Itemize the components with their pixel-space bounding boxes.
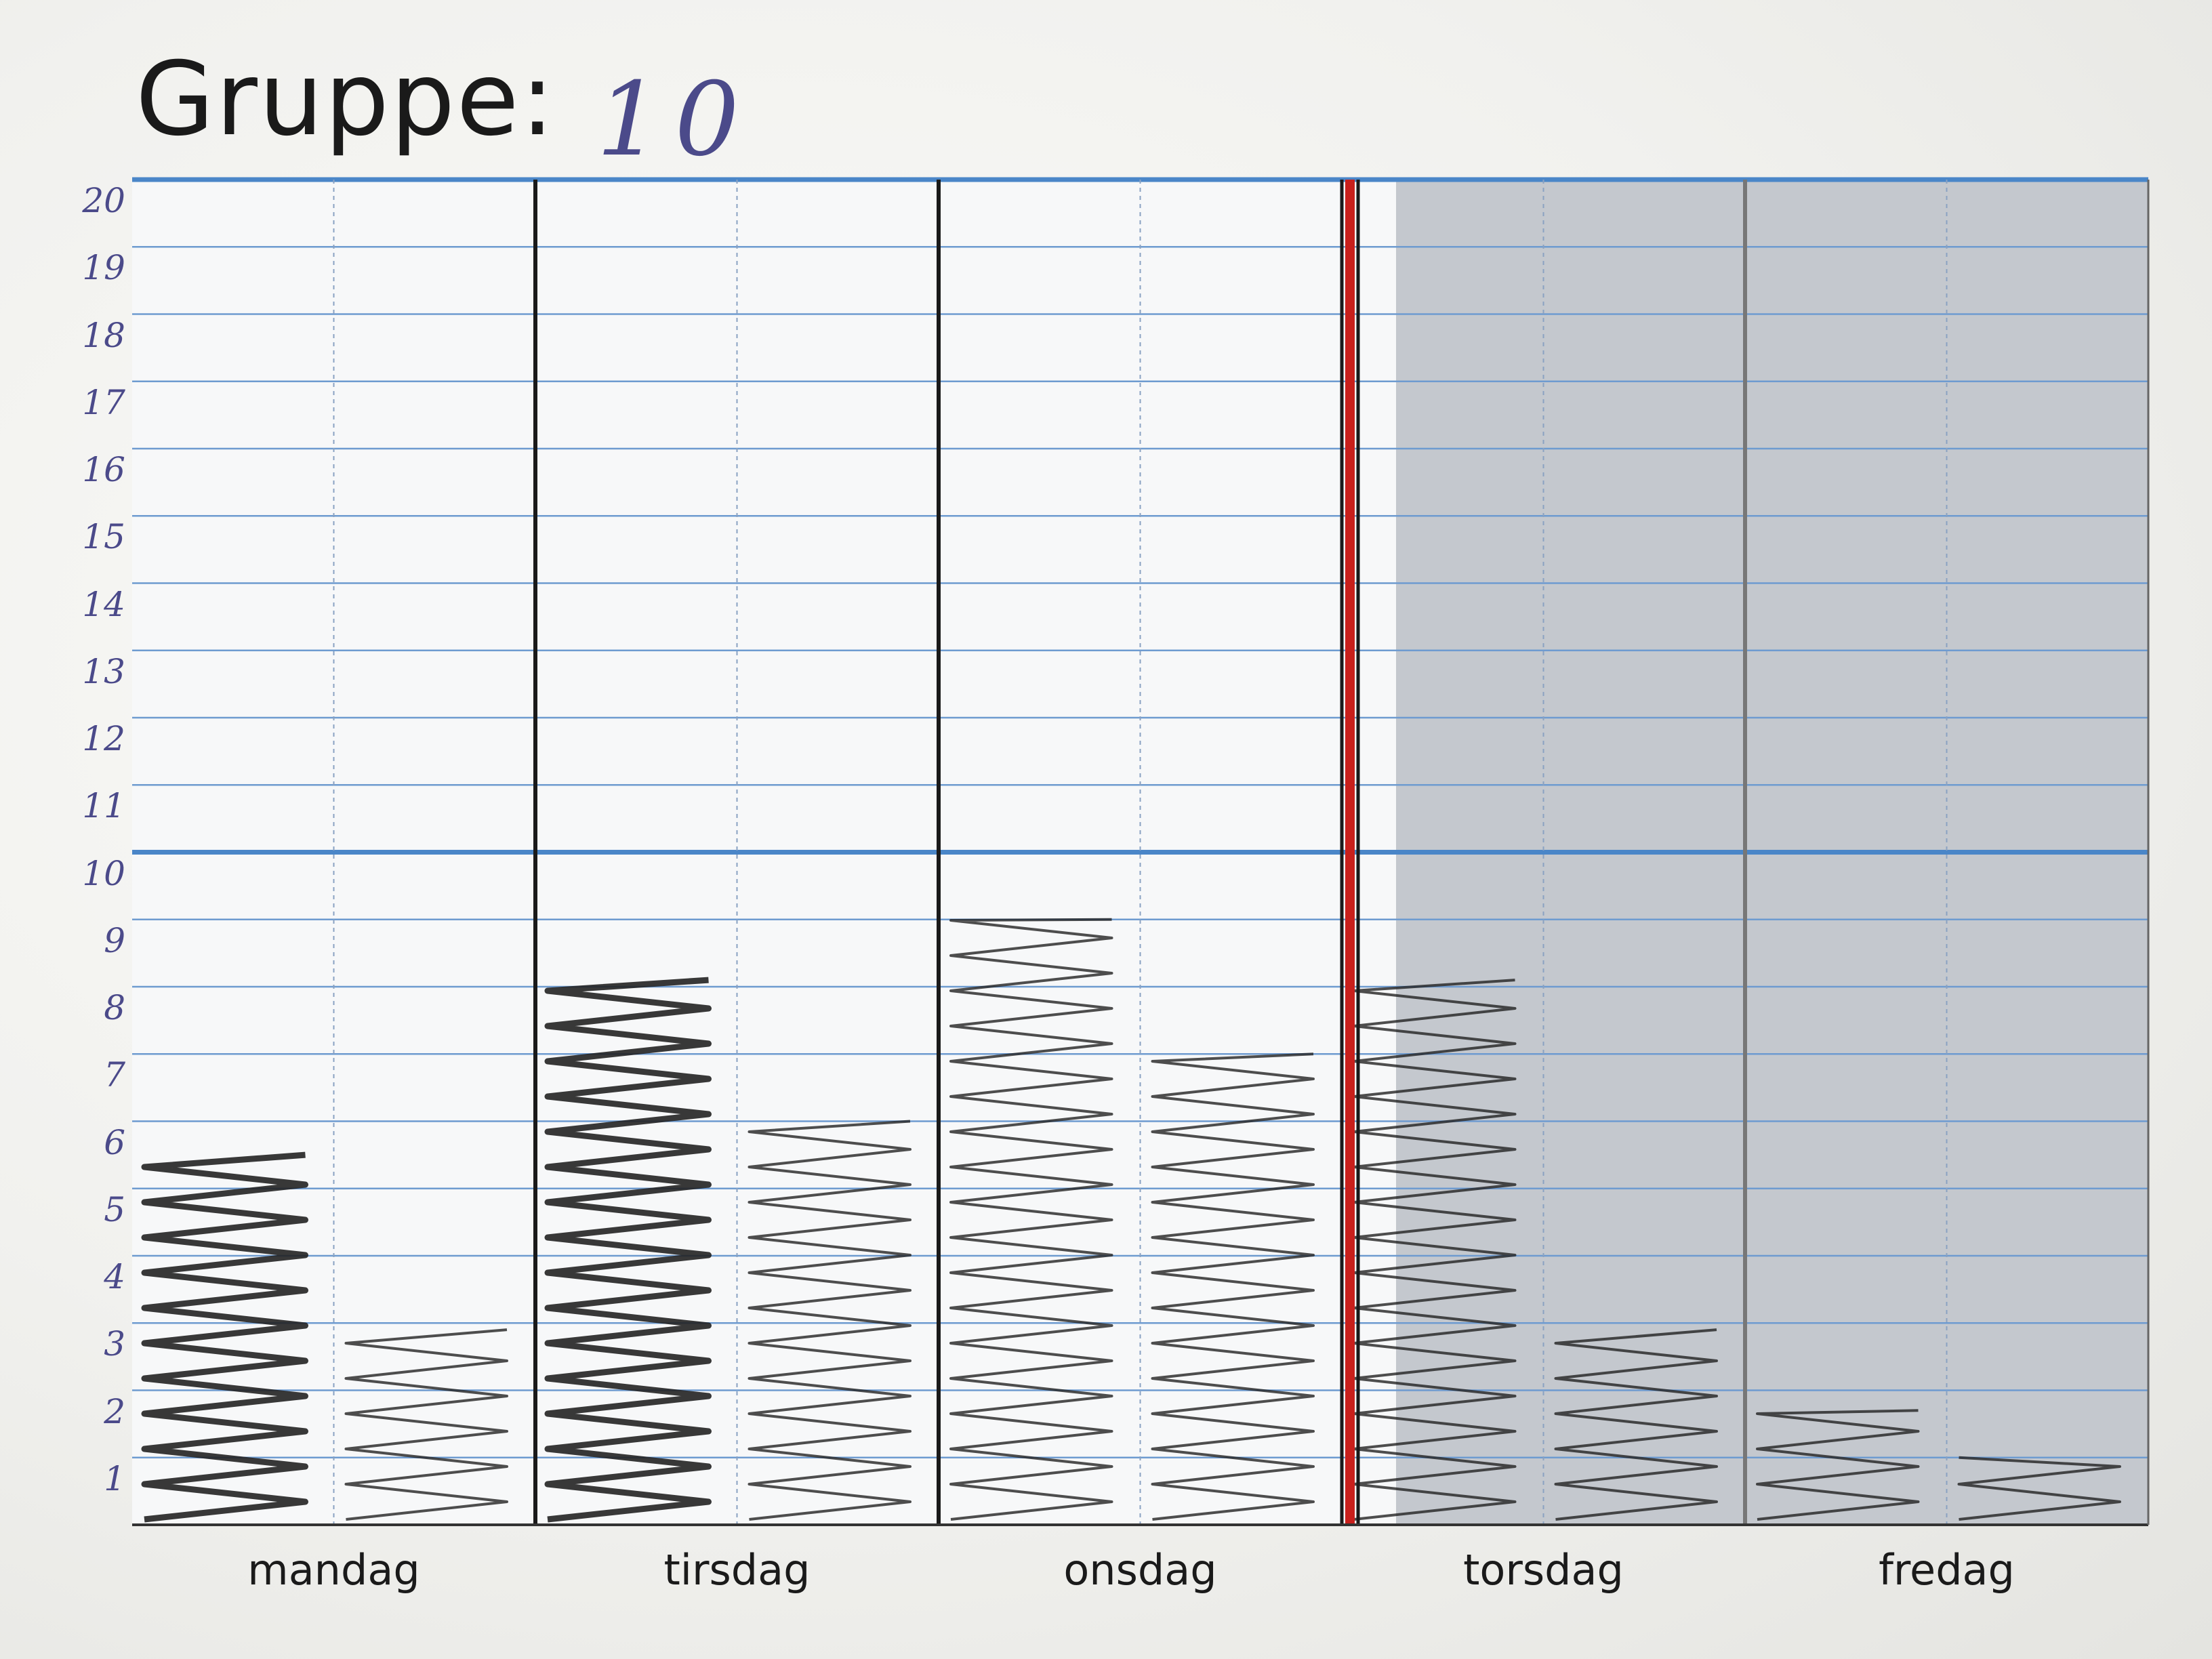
y-tick-label: 9	[104, 920, 125, 960]
bar-fredag-col1	[1756, 1409, 1920, 1521]
day-label-mandag: mandag	[247, 1545, 420, 1595]
bar-tirsdag-col1	[544, 977, 712, 1523]
y-tick-label: 1	[104, 1458, 125, 1498]
y-tick-label: 20	[82, 181, 125, 220]
bar-torsdag-col1	[1353, 979, 1517, 1521]
day-label-tirsdag: tirsdag	[663, 1545, 811, 1595]
y-tick-label: 10	[82, 853, 125, 893]
y-tick-label: 7	[104, 1055, 125, 1095]
day-label-onsdag: onsdag	[1063, 1545, 1217, 1595]
y-tick-label: 12	[82, 719, 125, 758]
day-label-fredag: fredag	[1879, 1545, 2015, 1595]
bar-torsdag-col2	[1554, 1328, 1718, 1521]
y-tick-label: 19	[82, 248, 125, 288]
y-tick-label: 3	[104, 1324, 125, 1364]
y-tick-label: 6	[104, 1122, 125, 1162]
y-tick-label: 8	[104, 988, 125, 1027]
bar-mandag-col1	[141, 1151, 308, 1523]
group-number-handwritten: 10	[596, 61, 753, 179]
y-tick-label: 16	[82, 450, 125, 489]
y-tick-label: 5	[104, 1189, 125, 1229]
y-tick-label: 11	[82, 786, 125, 826]
bar-mandag-col2	[344, 1328, 508, 1521]
y-tick-label: 14	[82, 584, 125, 624]
y-tick-label: 13	[82, 651, 125, 691]
y-tick-label: 17	[82, 382, 125, 422]
chart-gridlines	[132, 177, 2148, 1525]
y-tick-label: 18	[82, 315, 125, 355]
bar-onsdag-col2	[1151, 1052, 1315, 1521]
y-tick-label: 15	[82, 517, 125, 557]
y-tick-label: 2	[104, 1391, 125, 1431]
chart-bars	[141, 918, 2121, 1523]
page-title: Gruppe:	[136, 41, 556, 159]
bar-tirsdag-col2	[747, 1120, 912, 1521]
y-tick-label: 4	[104, 1257, 125, 1296]
day-dividers	[132, 180, 2150, 1526]
day-label-torsdag: torsdag	[1463, 1545, 1624, 1595]
bar-onsdag-col1	[949, 918, 1113, 1521]
bar-fredag-col2	[1957, 1456, 2121, 1521]
